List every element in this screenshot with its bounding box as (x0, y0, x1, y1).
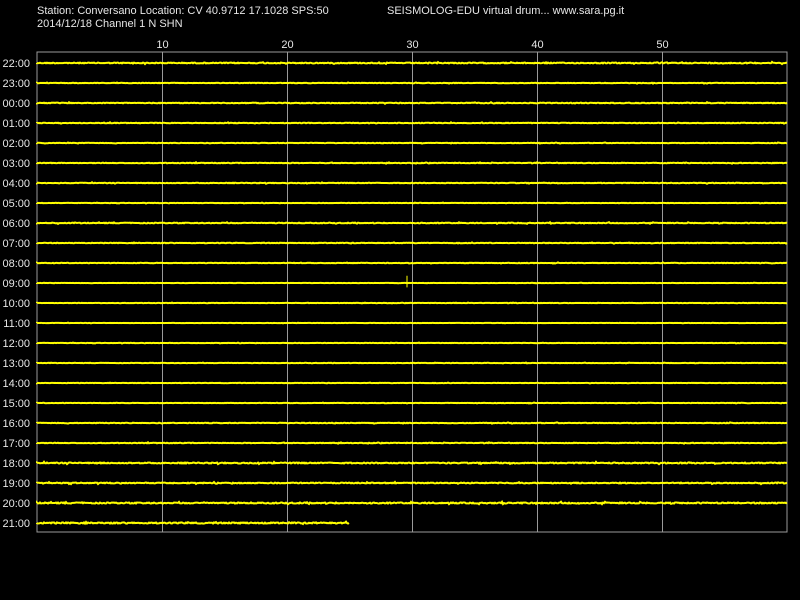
trace-line (36, 361, 788, 365)
row-time-label: 16:00 (2, 418, 30, 430)
row-time-label: 15:00 (2, 398, 30, 410)
trace-line (36, 100, 788, 105)
x-tick-label: 10 (156, 39, 168, 51)
row-time-label: 05:00 (2, 198, 30, 210)
row-time-label: 00:00 (2, 98, 30, 110)
trace-line (36, 81, 788, 85)
x-tick-label: 50 (656, 39, 668, 51)
row-time-label: 18:00 (2, 458, 30, 470)
row-time-label: 10:00 (2, 298, 30, 310)
row-time-label: 01:00 (2, 118, 30, 130)
row-time-label: 23:00 (2, 78, 30, 90)
trace-line (36, 201, 788, 205)
row-time-label: 11:00 (3, 318, 30, 330)
trace-line (36, 180, 788, 185)
trace-line (36, 60, 788, 66)
trace-line (36, 321, 788, 325)
trace-line (36, 499, 788, 506)
trace-line (36, 141, 788, 145)
trace-line (36, 120, 788, 125)
row-time-label: 12:00 (2, 338, 30, 350)
trace-line (36, 480, 788, 486)
trace-line (36, 381, 788, 385)
trace-line (36, 261, 788, 265)
row-time-label: 13:00 (2, 358, 30, 370)
row-time-label: 22:00 (2, 58, 30, 70)
row-time-label: 06:00 (2, 218, 30, 230)
row-time-label: 03:00 (2, 158, 30, 170)
row-time-label: 07:00 (2, 238, 30, 250)
trace-line (36, 160, 788, 165)
row-time-label: 21:00 (2, 518, 30, 530)
trace-line (36, 301, 788, 305)
row-time-label: 17:00 (2, 438, 30, 450)
header-station: Station: Conversano Location: CV 40.9712… (37, 5, 329, 17)
trace-line (36, 520, 350, 526)
trace-line (36, 440, 788, 445)
row-time-label: 09:00 (2, 278, 30, 290)
trace-line (36, 281, 788, 285)
row-time-label: 19:00 (2, 478, 30, 490)
header-date-channel: 2014/12/18 Channel 1 N SHN (37, 18, 183, 30)
trace-line (36, 241, 788, 245)
x-tick-label: 20 (281, 39, 293, 51)
row-time-label: 20:00 (2, 498, 30, 510)
trace-line (36, 341, 788, 345)
row-time-label: 08:00 (2, 258, 30, 270)
x-tick-label: 30 (406, 39, 418, 51)
row-time-label: 04:00 (2, 178, 30, 190)
row-time-label: 02:00 (2, 138, 30, 150)
header-software: SEISMOLOG-EDU virtual drum... www.sara.p… (387, 5, 625, 17)
trace-line (36, 460, 788, 466)
row-time-label: 14:00 (2, 378, 30, 390)
x-tick-label: 40 (531, 39, 543, 51)
trace-line (36, 421, 788, 425)
trace-line (36, 401, 788, 405)
trace-line (36, 220, 788, 226)
